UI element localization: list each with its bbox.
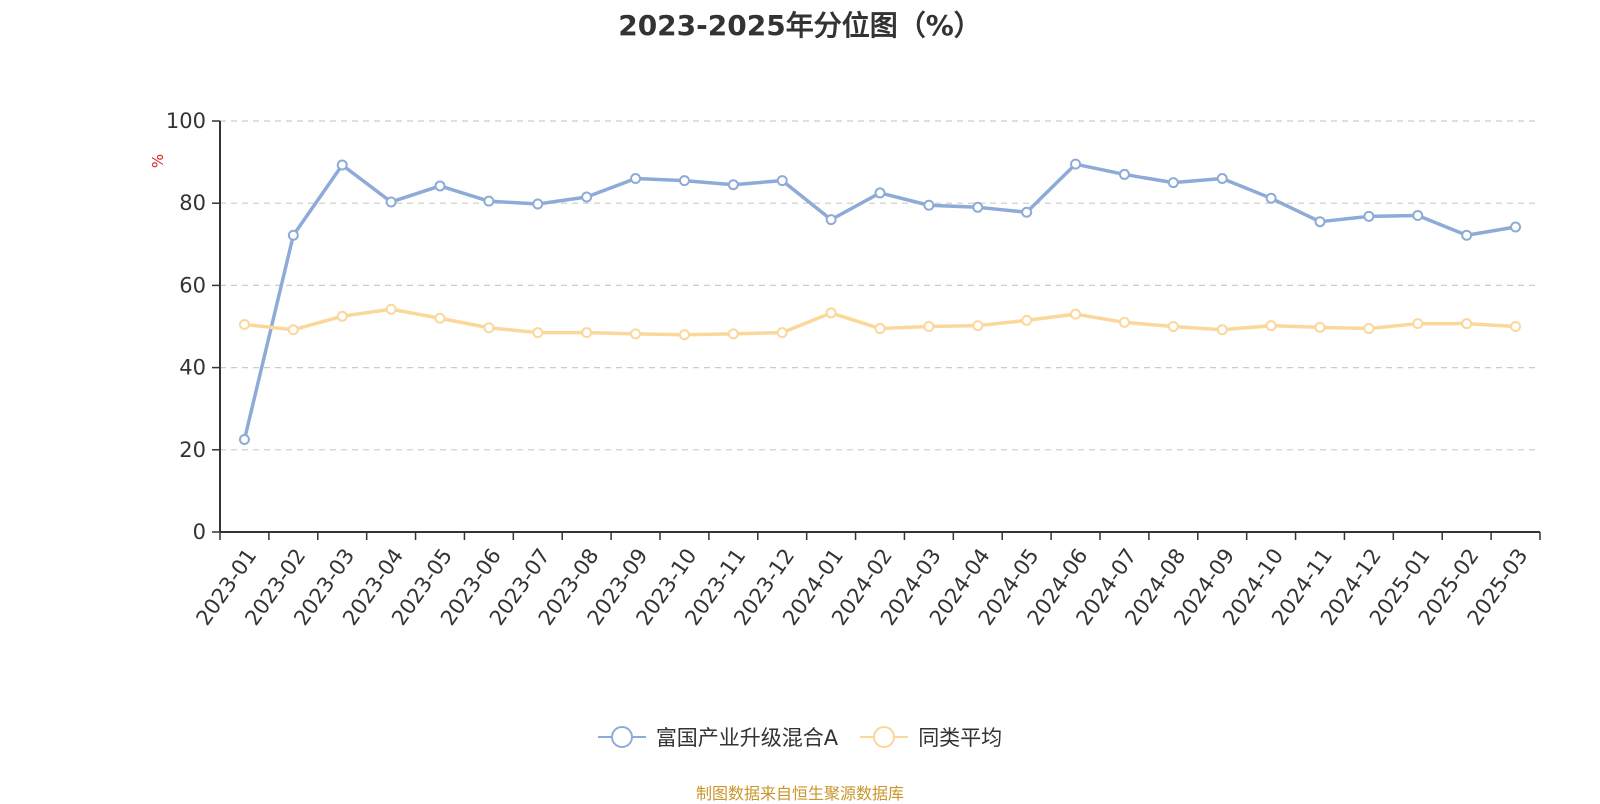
legend-marker-series-1-icon [597,726,646,748]
legend-item-series-1[interactable]: 富国产业升级混合A [597,722,839,752]
legend-marker-series-2-icon [860,726,909,748]
series-1-point [1167,177,1179,189]
series-2-point [581,327,593,339]
series-1-point [287,229,299,241]
series-2-point [532,327,544,339]
legend-item-series-2[interactable]: 同类平均 [860,722,1002,752]
series-1-point [874,187,886,199]
y-axis-label: % [149,154,167,168]
series-1-point [1118,168,1130,180]
source-note: 制图数据来自恒生聚源数据库 [695,784,904,803]
series-2-point [776,327,788,339]
grid-layer [220,120,1540,451]
series-2-point [1314,321,1326,333]
series-2-point [1412,318,1424,330]
series-2-point [727,328,739,340]
series-1-point [776,175,788,187]
series-1-point [1510,221,1522,233]
series-2-point [923,321,935,332]
legend: 富国产业升级混合A 同类平均 [0,722,1600,752]
series-2-point [972,320,984,332]
series-1-point [532,198,544,210]
series-1-point [727,179,739,191]
series-2-point [483,322,495,334]
series-1-point [1314,216,1326,228]
series-1-point [483,195,495,207]
y-tick-label-40: 40 [179,356,206,380]
series-1-point [336,159,348,171]
series-line-1 [242,162,1516,440]
y-tick-label-60: 60 [179,273,206,297]
series-layer [238,158,1522,446]
series-1-point [238,434,250,446]
series-1-point [434,180,446,192]
series-1-point [1412,210,1424,222]
y-tick-label-0: 0 [193,520,206,544]
legend-label-series-2: 同类平均 [918,726,1003,750]
series-2-point [1461,318,1473,330]
series-2-point [238,318,250,330]
series-2-point [1070,308,1082,320]
legend-label-series-1: 富国产业升级混合A [655,726,839,750]
series-2-point [1118,316,1130,328]
series-2-point [630,328,642,340]
series-2-point [825,307,837,319]
series-1-point [1070,158,1082,170]
y-tick-label-80: 80 [179,191,206,215]
series-1-point [630,173,642,185]
series-2-point [287,324,299,336]
series-1-point [1461,229,1473,241]
series-1-point [1363,210,1375,222]
y-tick-label-20: 20 [179,438,206,462]
series-1-point [581,191,593,203]
series-1-point [678,175,690,187]
y-tick-label-100: 100 [166,109,206,133]
series-2-point [434,312,446,324]
series-1-point [825,214,837,226]
series-2-point [1021,314,1033,326]
series-1-point [1265,192,1277,204]
series-1-point [385,196,397,208]
series-1-point [1021,206,1033,218]
series-1-point [972,201,984,213]
chart-title: 2023-2025年分位图（%） [618,9,982,42]
series-1-point [1216,173,1228,185]
series-2-point [1265,320,1277,332]
series-1-point [923,199,935,211]
series-2-point [1510,321,1522,332]
axis-layer: 020406080100%2023-012023-022023-032023-0… [149,109,1541,630]
series-2-point [1167,321,1179,332]
series-2-point [1216,324,1228,336]
series-2-point [336,310,348,322]
series-2-point [385,303,397,315]
series-2-point [874,323,886,335]
series-2-point [1363,323,1375,335]
series-2-point [678,329,690,341]
